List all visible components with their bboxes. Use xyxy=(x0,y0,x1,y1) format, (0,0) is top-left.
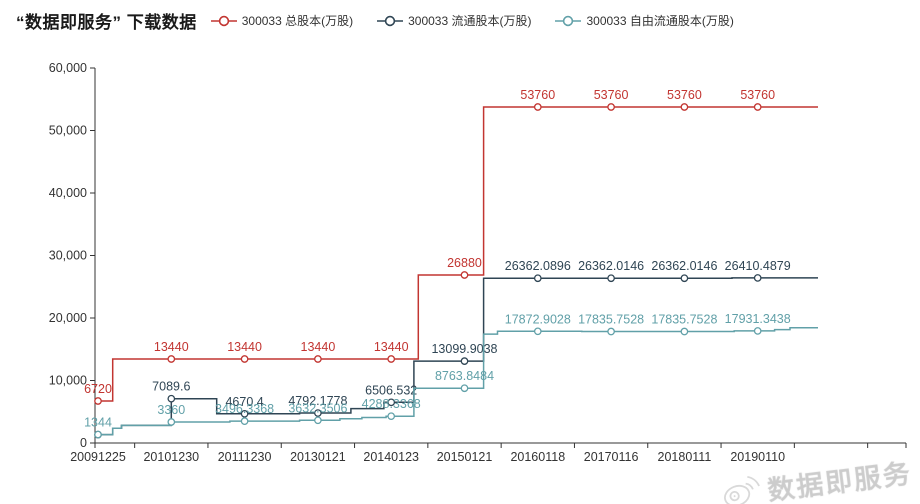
data-point-marker[interactable] xyxy=(240,417,249,425)
data-point-marker[interactable] xyxy=(607,327,615,336)
data-point-marker[interactable] xyxy=(533,327,542,336)
data-point-label: 13440 xyxy=(374,340,409,354)
data-point-marker[interactable] xyxy=(240,409,249,418)
data-point-label: 4670.4 xyxy=(225,395,263,409)
data-point-label: 3632.3506 xyxy=(288,401,347,415)
data-point-label: 4288.3368 xyxy=(362,397,421,411)
data-point-marker[interactable] xyxy=(753,327,762,335)
legend-item-1[interactable]: 300033 流通股本(万股) xyxy=(377,12,531,29)
data-point-marker[interactable] xyxy=(167,355,176,363)
x-tick-label: 20170116 xyxy=(584,450,639,464)
data-point-label: 26362.0896 xyxy=(505,259,571,273)
y-tick-label: 40,000 xyxy=(49,186,87,200)
data-point-label: 13099.9038 xyxy=(431,342,497,356)
data-point-marker[interactable] xyxy=(94,397,102,405)
data-point-marker[interactable] xyxy=(387,398,396,407)
data-point-marker[interactable] xyxy=(167,418,176,426)
y-tick-label: 10,000 xyxy=(49,374,87,388)
x-tick-label: 20111230 xyxy=(218,450,272,464)
x-tick-label: 20160118 xyxy=(510,450,565,464)
data-point-label: 17835.7528 xyxy=(578,313,644,327)
data-point-label: 4792.1778 xyxy=(288,394,347,408)
y-tick-label: 60,000 xyxy=(49,61,87,75)
data-point-label: 17872.9028 xyxy=(505,312,571,326)
data-point-marker[interactable] xyxy=(607,274,615,283)
legend-item-label: 300033 总股本(万股) xyxy=(241,14,354,28)
x-tick-label: 20150121 xyxy=(437,450,493,464)
data-point-marker[interactable] xyxy=(753,274,762,282)
data-point-label: 6720 xyxy=(84,382,112,396)
data-point-marker[interactable] xyxy=(460,357,469,365)
x-tick-label: 20101230 xyxy=(143,450,199,464)
data-point-marker[interactable] xyxy=(680,327,689,336)
data-point-marker[interactable] xyxy=(460,271,469,279)
y-tick-label: 30,000 xyxy=(49,249,87,263)
data-point-label: 26410.4879 xyxy=(725,259,791,273)
legend-item-label: 300033 自由流通股本(万股) xyxy=(586,14,734,28)
data-point-marker[interactable] xyxy=(240,355,249,363)
series-line-1[interactable] xyxy=(98,277,818,436)
data-point-label: 17835.7528 xyxy=(651,313,717,327)
data-point-label: 13440 xyxy=(227,340,262,354)
chart-header: “数据即服务” 下载数据 300033 总股本(万股) 300033 流通股本(万… xyxy=(16,8,734,33)
data-point-marker[interactable] xyxy=(387,355,396,363)
y-tick-label: 50,000 xyxy=(49,124,87,138)
x-tick-label: 20190110 xyxy=(730,450,785,464)
data-point-label: 26362.0146 xyxy=(578,259,644,273)
data-point-marker[interactable] xyxy=(314,416,322,425)
data-point-marker[interactable] xyxy=(753,103,762,111)
data-point-marker[interactable] xyxy=(314,409,322,417)
page-title: “数据即服务” 下载数据 xyxy=(16,13,197,32)
data-point-label: 3360 xyxy=(157,403,185,417)
legend-item-label: 300033 流通股本(万股) xyxy=(408,14,532,28)
data-point-label: 13440 xyxy=(154,340,189,354)
data-point-marker[interactable] xyxy=(607,103,615,111)
data-point-marker[interactable] xyxy=(387,412,396,421)
legend-marker-icon xyxy=(377,15,404,26)
data-point-marker[interactable] xyxy=(533,103,542,111)
x-tick-label: 20091225 xyxy=(70,450,126,464)
data-point-marker[interactable] xyxy=(533,274,542,283)
data-point-label: 53760 xyxy=(594,88,629,102)
data-point-label: 53760 xyxy=(520,88,555,102)
data-point-label: 7089.6 xyxy=(152,380,190,394)
data-point-marker[interactable] xyxy=(94,430,102,439)
x-tick-label: 20130121 xyxy=(290,450,346,464)
data-point-label: 3496.3368 xyxy=(215,402,274,416)
data-point-marker[interactable] xyxy=(680,103,689,111)
y-tick-label: 20,000 xyxy=(49,311,87,325)
data-point-label: 26880 xyxy=(447,256,482,270)
legend-item-2[interactable]: 300033 自由流通股本(万股) xyxy=(555,12,734,29)
data-point-label: 6506.532 xyxy=(365,383,417,397)
data-point-label: 26362.0146 xyxy=(651,259,717,273)
legend-marker-icon xyxy=(555,15,582,26)
data-point-label: 13440 xyxy=(301,340,336,354)
x-tick-label: 20140123 xyxy=(363,450,419,464)
data-point-label: 8763.8484 xyxy=(435,369,494,383)
x-tick-label: 20180111 xyxy=(658,450,712,464)
data-point-label: 53760 xyxy=(740,88,775,102)
data-point-marker[interactable] xyxy=(680,274,689,283)
legend-item-0[interactable]: 300033 总股本(万股) xyxy=(210,12,354,29)
data-point-label: 53760 xyxy=(667,88,702,102)
data-point-label: 1344 xyxy=(84,416,112,430)
data-point-marker[interactable] xyxy=(460,384,469,393)
data-point-label: 17931.3438 xyxy=(725,312,791,326)
legend-marker-icon xyxy=(210,15,237,26)
legend: 300033 总股本(万股) 300033 流通股本(万股) 300033 自由流通… xyxy=(210,12,734,29)
y-tick-label: 0 xyxy=(80,436,87,450)
series-line-0[interactable] xyxy=(98,106,818,402)
data-point-marker[interactable] xyxy=(314,355,322,363)
data-point-marker[interactable] xyxy=(167,394,176,403)
